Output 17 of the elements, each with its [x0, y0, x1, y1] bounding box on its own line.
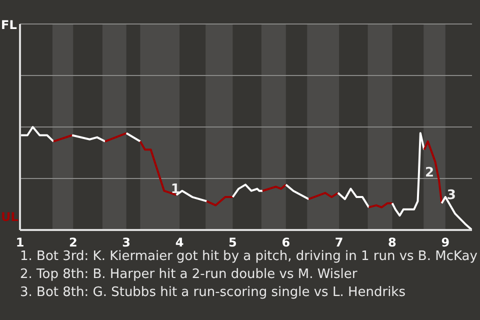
x-tick-label: 6: [282, 236, 290, 250]
text: FL: [1, 18, 17, 32]
text: 1. Bot 3rd: K. Kiermaier got hit by a pitch, driving in 1 run vs B. McKay: [20, 248, 478, 266]
x-tick-label: 2: [68, 236, 78, 250]
x-tick-label: 5: [228, 236, 237, 250]
x-tick-label: 8: [388, 236, 396, 250]
x-tick-label: 3: [122, 236, 131, 250]
annotation: 3: [446, 188, 456, 204]
annotation: 1: [170, 182, 180, 197]
text: UL: [1, 210, 18, 224]
x-tick-label: 1: [16, 236, 24, 250]
text: 3. Bot 8th: G. Stubbs hit a run-scoring single vs L. Hendriks: [20, 284, 406, 302]
x-tick-label: 7: [334, 236, 344, 250]
annotation: 2: [425, 165, 434, 180]
x-tick-label: 4: [175, 236, 184, 250]
text: 2. Top 8th: B. Harper hit a 2-run double vs M. Wisler: [20, 266, 358, 284]
x-tick-label: 9: [441, 236, 450, 250]
